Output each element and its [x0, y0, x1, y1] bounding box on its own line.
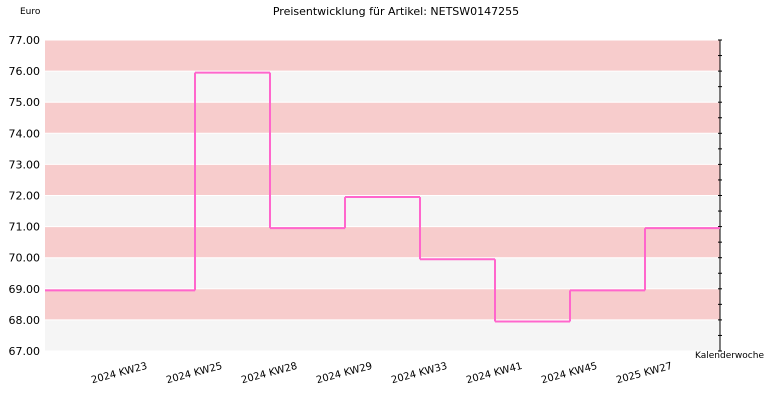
chart-title: Preisentwicklung für Artikel: NETSW01472… [273, 5, 519, 18]
x-tick-label: 2024 KW23 [90, 361, 148, 386]
grid-lines [45, 39, 720, 352]
x-tick-label: 2024 KW29 [315, 361, 373, 386]
y-tick-label: 72.00 [9, 190, 41, 203]
x-tick-label: 2024 KW45 [540, 361, 598, 386]
x-tick-label: 2025 KW27 [615, 361, 673, 386]
y-tick-label: 74.00 [9, 127, 41, 140]
band [45, 40, 720, 72]
band [45, 226, 720, 258]
price-series [45, 71, 720, 323]
y-tick-label: 73.00 [9, 158, 41, 171]
y-tick-label: 70.00 [9, 252, 41, 265]
band [45, 71, 720, 103]
y-tick-label: 69.00 [9, 283, 41, 296]
band [45, 133, 720, 165]
band [45, 102, 720, 134]
background-bands [45, 40, 720, 351]
y-tick-label: 77.00 [9, 34, 41, 47]
y-tick-label: 75.00 [9, 96, 41, 109]
band [45, 164, 720, 196]
x-tick-label: 2024 KW28 [240, 361, 298, 386]
band [45, 319, 720, 351]
y-tick-label: 68.00 [9, 314, 41, 327]
band [45, 257, 720, 289]
x-tick-label: 2024 KW25 [165, 361, 223, 386]
y-axis-label: Euro [20, 7, 41, 17]
x-tick-label: 2024 KW41 [465, 361, 523, 386]
y-tick-label: 67.00 [9, 345, 41, 358]
y-axis-ticks: 67.00 68.00 69.00 70.00 71.00 72.00 73.00 74.00… [9, 34, 41, 358]
y-tick-label: 76.00 [9, 65, 41, 78]
x-tick-label: 2024 KW33 [390, 361, 448, 386]
y-tick-label: 71.00 [9, 221, 41, 234]
band [45, 288, 720, 320]
band [45, 195, 720, 227]
x-axis-label: Kalenderwoche [695, 351, 764, 361]
x-axis-ticks: 2024 KW23 2024 KW25 2024 KW28 2024 KW29 2024… [90, 361, 673, 386]
right-axis-ticks [718, 39, 722, 352]
